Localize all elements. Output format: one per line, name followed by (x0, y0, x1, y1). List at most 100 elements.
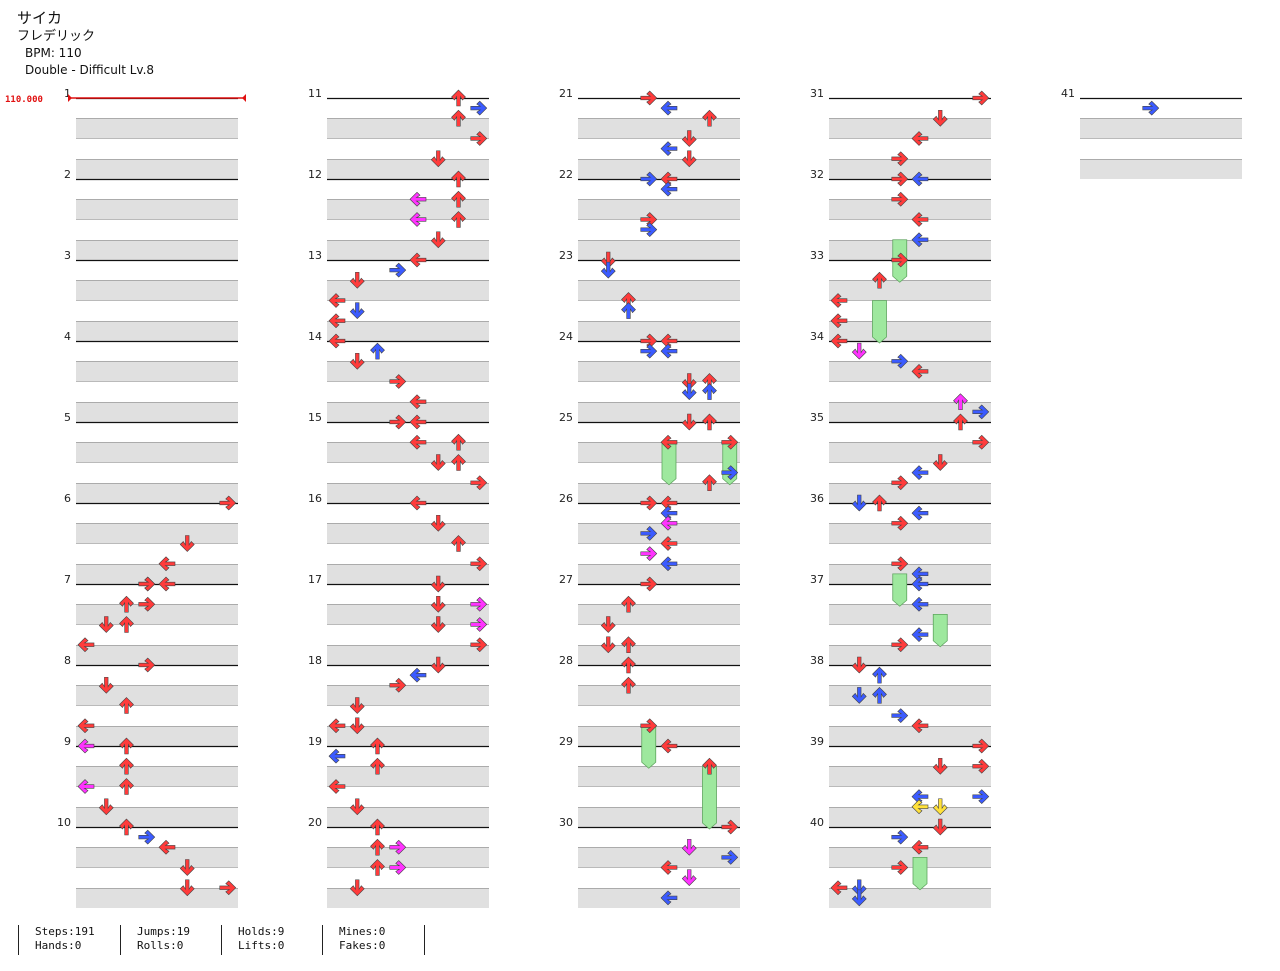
measure-number: 11 (308, 87, 322, 100)
arrow-d (851, 656, 867, 674)
measure-number: 9 (64, 735, 71, 748)
arrow-shape (349, 717, 365, 735)
arrow-shape (640, 171, 658, 187)
beat-band (829, 564, 991, 584)
arrow-shape (640, 525, 658, 541)
arrow-shape (681, 373, 697, 390)
arrow-d (179, 859, 195, 876)
arrow-shape (1142, 100, 1160, 116)
arrow-r (972, 738, 990, 754)
beat-band (327, 726, 489, 746)
arrow-shape (702, 474, 717, 492)
arrow-r (891, 171, 909, 187)
arrow-r (640, 525, 658, 541)
arrow-shape (932, 757, 948, 775)
hold-note (872, 300, 887, 344)
beat-band (578, 888, 740, 908)
beat-band (327, 807, 489, 827)
arrow-l (911, 465, 929, 481)
arrow-shape (660, 860, 678, 875)
arrow-shape (681, 130, 697, 147)
arrow-shape (681, 869, 697, 887)
arrow-shape (219, 880, 237, 896)
arrow-r (721, 434, 739, 450)
arrow-r (891, 515, 909, 531)
arrow-l (911, 718, 929, 734)
beat-band (578, 523, 740, 543)
hold-note (932, 613, 948, 648)
bpm-value: 110.000 (5, 95, 43, 105)
arrow-u (451, 433, 466, 451)
arrow-d (430, 231, 446, 249)
arrow-r (138, 576, 156, 592)
beat-band (578, 442, 740, 462)
arrow-shape (660, 890, 678, 906)
arrow-shape (349, 302, 365, 320)
beat-band (829, 847, 991, 867)
arrow-shape (660, 141, 678, 157)
arrow-l (660, 860, 678, 875)
arrow-shape (621, 595, 636, 613)
beat-band (829, 685, 991, 705)
arrow-l (409, 667, 427, 683)
arrow-r (470, 131, 488, 146)
beat-band (829, 442, 991, 462)
arrow-l (77, 718, 95, 734)
arrow-shape (621, 676, 636, 694)
arrow-shape (721, 849, 739, 865)
arrow-r (640, 90, 658, 106)
arrow-l (328, 313, 346, 329)
arrow-shape (451, 211, 466, 228)
beat-band (829, 402, 991, 422)
arrow-shape (600, 261, 616, 279)
arrow-u (451, 454, 466, 471)
arrow-shape (911, 718, 929, 734)
arrow-shape (409, 434, 427, 450)
arrow-shape (702, 383, 717, 400)
arrow-shape (830, 880, 848, 896)
beat-band (327, 280, 489, 300)
arrow-shape (872, 271, 887, 289)
hands-count: Hands:0 (35, 939, 82, 952)
measure-number: 13 (308, 249, 322, 262)
arrow-r (138, 596, 156, 612)
arrow-shape (681, 838, 697, 856)
arrow-r (891, 829, 909, 845)
arrow-shape (911, 465, 929, 481)
arrow-shape (891, 515, 909, 531)
arrow-shape (370, 342, 385, 360)
arrow-shape (891, 829, 909, 845)
arrow-u (953, 393, 968, 411)
arrow-shape (851, 889, 867, 907)
arrow-shape (138, 596, 156, 612)
arrow-l (409, 394, 427, 410)
arrow-shape (660, 343, 678, 359)
beat-band (327, 766, 489, 786)
arrow-shape (389, 414, 407, 430)
measure-number: 5 (64, 411, 71, 424)
arrow-shape (349, 271, 365, 289)
measure-number: 1 (64, 87, 71, 100)
bpm-label: BPM: 110 (25, 46, 82, 60)
measure-number: 2 (64, 168, 71, 181)
holds-count: Holds:9 (238, 925, 285, 938)
arrow-shape (119, 778, 134, 795)
beat-band (578, 726, 740, 746)
arrow-d (681, 373, 697, 390)
arrow-shape (660, 434, 678, 450)
arrow-shape (972, 404, 990, 420)
beat-band (327, 685, 489, 705)
arrow-shape (891, 475, 909, 491)
beat-band (327, 483, 489, 503)
arrow-u (451, 89, 466, 107)
mines-count: Mines:0 (339, 925, 386, 938)
arrow-shape (470, 596, 488, 612)
arrow-shape (600, 616, 616, 633)
arrow-shape (158, 839, 176, 855)
beat-band (1080, 159, 1242, 179)
hold-body (892, 573, 908, 607)
arrow-shape (98, 798, 114, 816)
arrow-r (470, 637, 488, 653)
arrow-r (470, 556, 488, 572)
arrow-shape (451, 170, 466, 188)
